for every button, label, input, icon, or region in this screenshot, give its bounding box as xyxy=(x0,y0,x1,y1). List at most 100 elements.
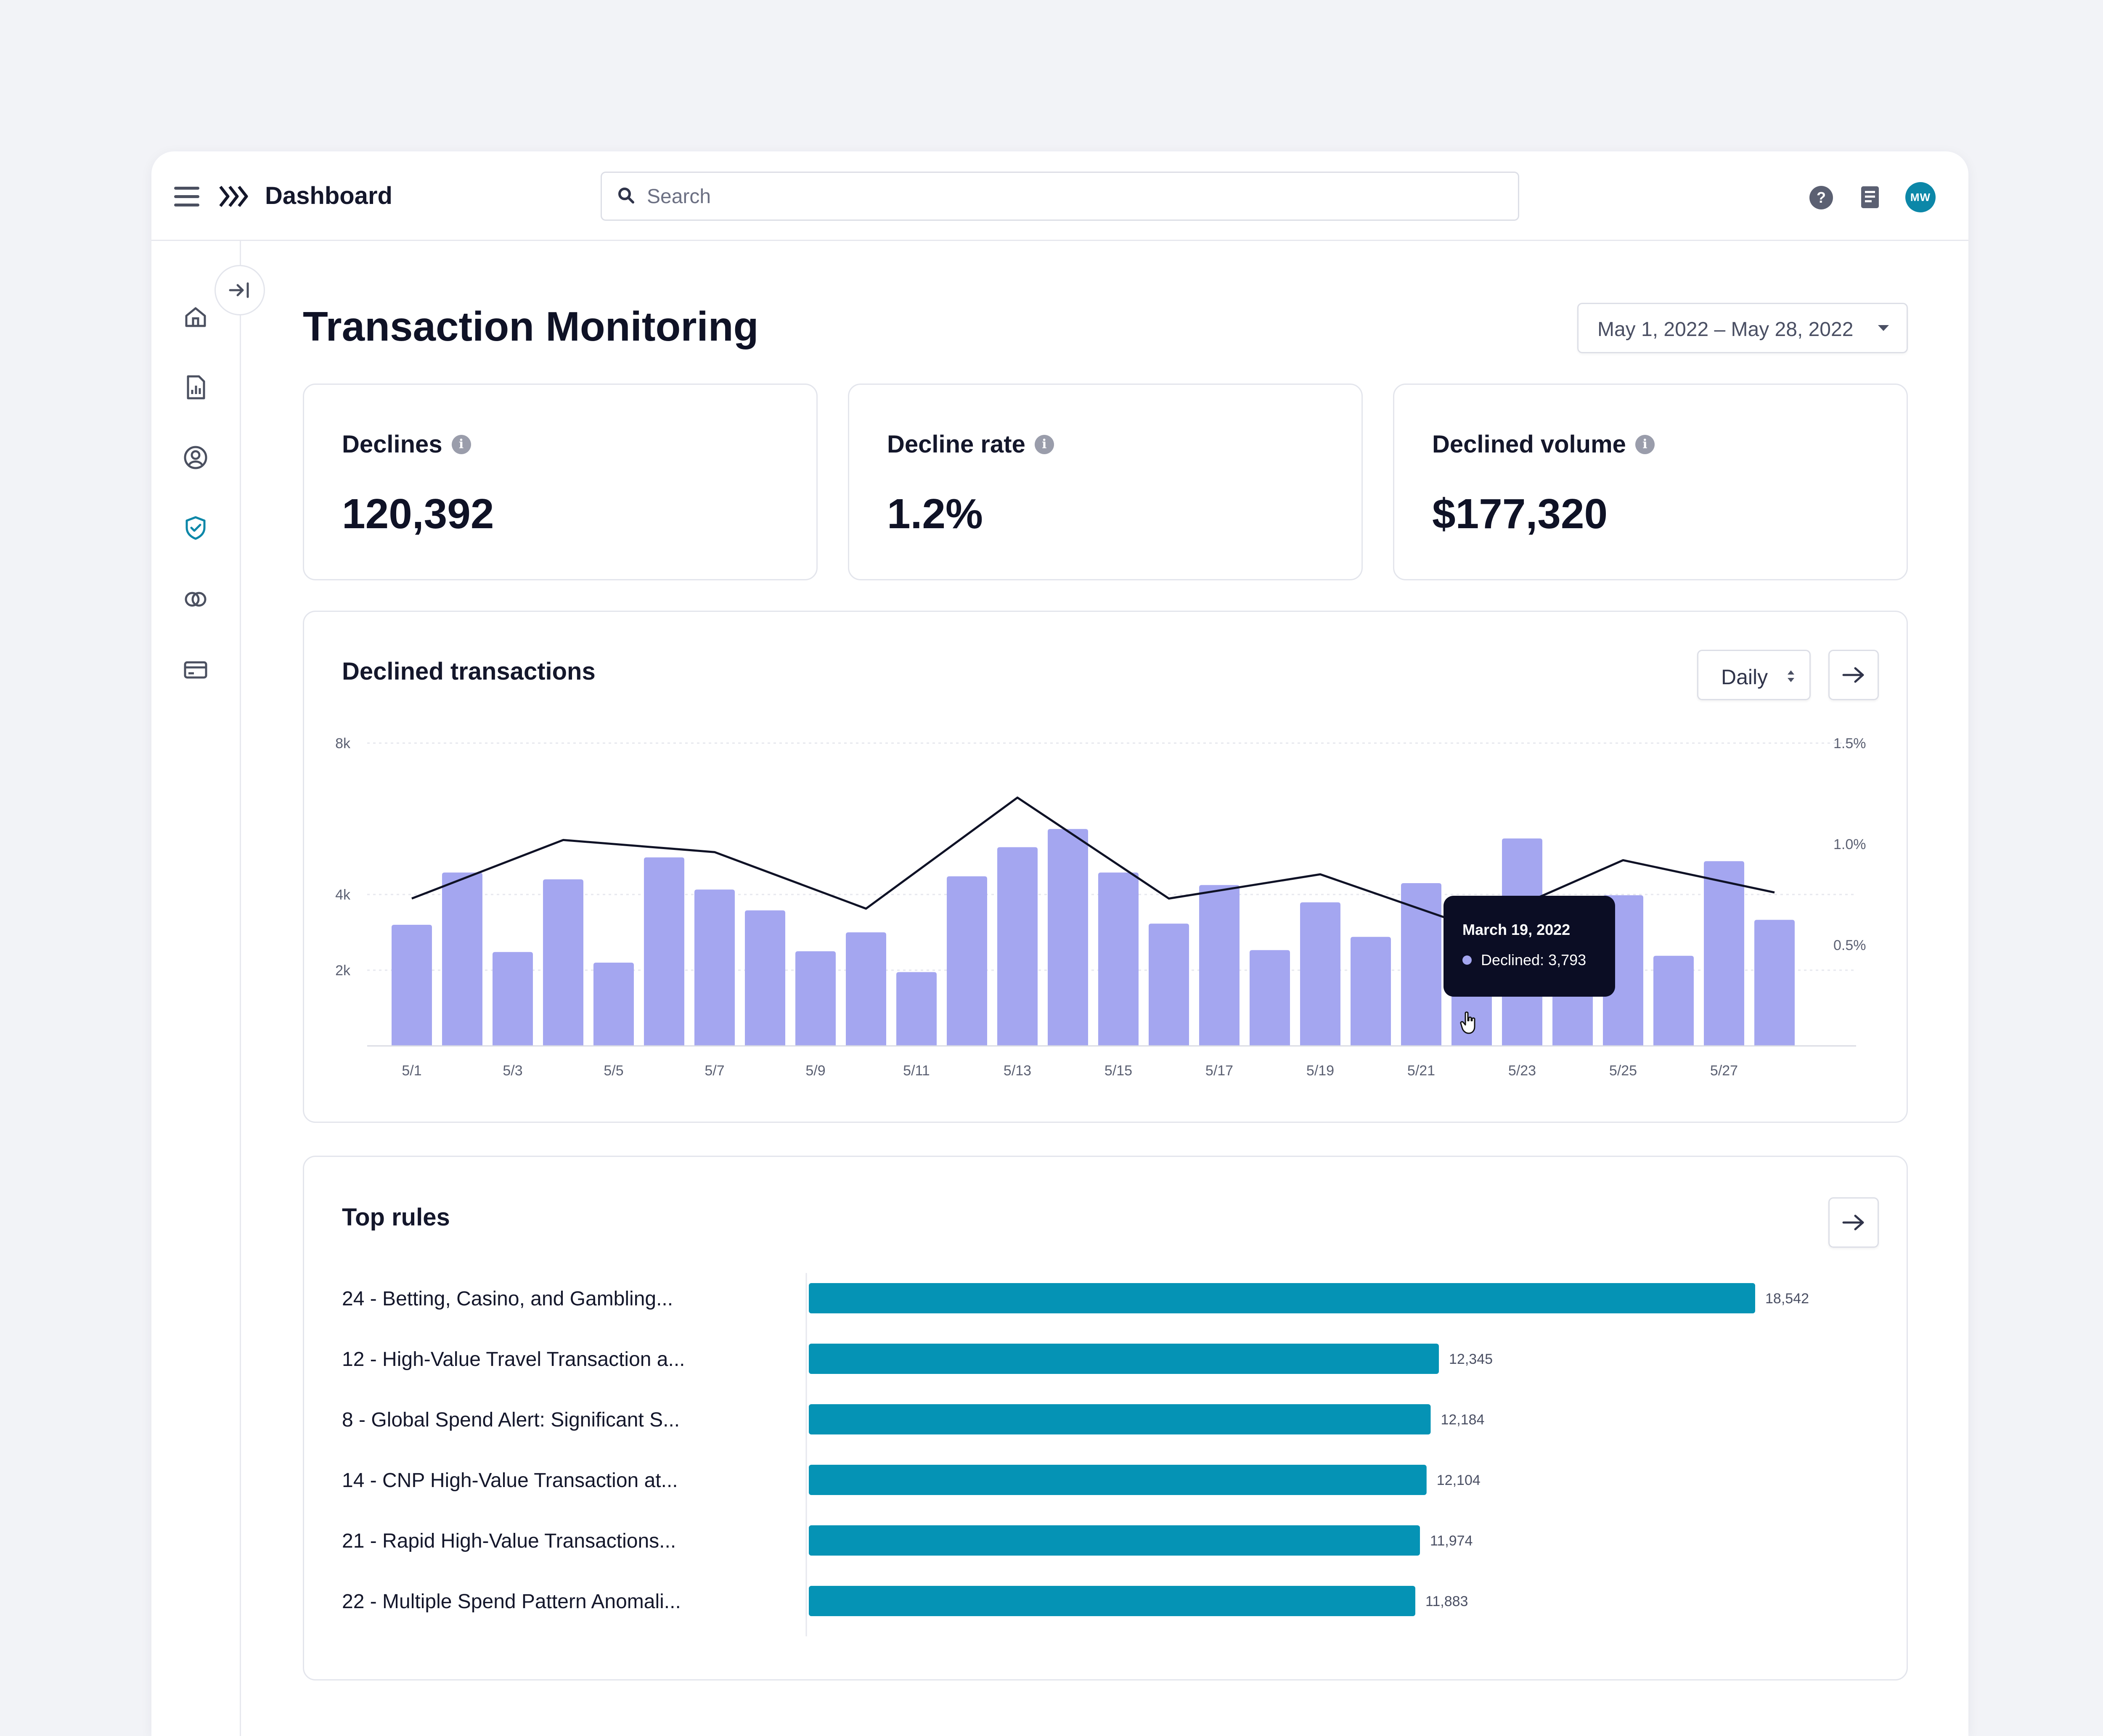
date-range-picker[interactable]: May 1, 2022 – May 28, 2022 xyxy=(1577,303,1908,353)
kpi-label: Decline rate xyxy=(887,431,1025,458)
docs-icon[interactable] xyxy=(1860,185,1880,209)
chart-bar xyxy=(896,972,937,1046)
report-icon[interactable] xyxy=(183,375,208,400)
y-tick-label: 8k xyxy=(335,736,351,752)
open-chart-button[interactable] xyxy=(1828,650,1879,700)
x-tick-label: 5/23 xyxy=(1508,1063,1536,1079)
info-icon[interactable]: i xyxy=(1034,434,1054,454)
chart-bar xyxy=(997,847,1038,1046)
sort-arrows-icon xyxy=(1788,670,1794,682)
help-icon[interactable]: ? xyxy=(1809,185,1834,210)
info-icon[interactable]: i xyxy=(1635,434,1655,454)
kpi-value: 1.2% xyxy=(887,490,983,537)
chart-bar xyxy=(593,963,634,1046)
date-range-label: May 1, 2022 – May 28, 2022 xyxy=(1597,318,1854,341)
app-window: Dashboard ? MW xyxy=(151,151,1968,1736)
x-tick-label: 5/25 xyxy=(1609,1063,1637,1079)
chart-bar xyxy=(1754,920,1795,1046)
open-rules-button[interactable] xyxy=(1828,1197,1879,1248)
chart-bar xyxy=(1401,883,1441,1046)
rule-value-label: 12,104 xyxy=(1437,1472,1481,1488)
kpi-card-declined-volume: Declined volume i $177,320 xyxy=(1393,384,1908,580)
chart-bar xyxy=(1704,861,1744,1046)
x-tick-label: 5/15 xyxy=(1104,1063,1132,1079)
kpi-card-decline-rate: Decline rate i 1.2% xyxy=(848,384,1363,580)
rule-label: 14 - CNP High-Value Transaction at... xyxy=(342,1469,678,1492)
rule-label: 12 - High-Value Travel Transaction a... xyxy=(342,1348,685,1371)
chart-bar xyxy=(795,951,836,1046)
arrow-right-icon xyxy=(1842,1215,1864,1231)
kpi-value: $177,320 xyxy=(1432,490,1608,537)
link-icon[interactable] xyxy=(183,587,208,612)
declined-transactions-chart: 2k 4k 8k 0.5% 1.0% 1.5% 5/1 5/3 5/5 5/7 5/9 5/11 5/1… xyxy=(335,736,1866,1079)
rule-value-label: 12,184 xyxy=(1441,1412,1484,1428)
chart-bar xyxy=(846,932,886,1046)
top-rules-card: Top rules 24 - Betting, Casino, and Gamb… xyxy=(303,1156,1908,1680)
chart-bar xyxy=(1199,885,1240,1046)
chart-bar xyxy=(644,857,684,1046)
rule-value-label: 12,345 xyxy=(1449,1351,1493,1367)
x-tick-label: 5/27 xyxy=(1710,1063,1738,1079)
chart-bar xyxy=(1149,924,1189,1046)
chart-bar xyxy=(1048,829,1088,1046)
x-tick-label: 5/13 xyxy=(1004,1063,1031,1079)
search-icon xyxy=(618,188,634,204)
chart-bar xyxy=(392,925,432,1046)
y2-tick-label: 1.0% xyxy=(1833,836,1866,852)
chart-bar xyxy=(1653,955,1694,1046)
y-tick-label: 4k xyxy=(335,887,351,903)
chart-bar xyxy=(1250,950,1290,1046)
x-tick-label: 5/1 xyxy=(402,1063,421,1079)
rule-bar xyxy=(809,1465,1427,1495)
top-rules-title: Top rules xyxy=(342,1204,450,1231)
x-tick-label: 5/21 xyxy=(1407,1063,1435,1079)
rule-label: 24 - Betting, Casino, and Gambling... xyxy=(342,1288,673,1310)
chart-bar xyxy=(442,872,482,1046)
kpi-value: 120,392 xyxy=(342,490,494,537)
granularity-select[interactable]: Daily xyxy=(1697,650,1811,700)
chart-bar xyxy=(745,910,785,1046)
x-tick-label: 5/9 xyxy=(805,1063,825,1079)
collapse-sidebar-button[interactable] xyxy=(215,265,265,315)
x-tick-label: 5/11 xyxy=(903,1063,930,1079)
shield-icon[interactable] xyxy=(183,515,208,540)
search-box[interactable] xyxy=(601,172,1519,221)
top-rules-chart: 24 - Betting, Casino, and Gambling... 18,… xyxy=(342,1273,1809,1636)
y-tick-label: 2k xyxy=(335,963,351,979)
rule-bar xyxy=(809,1344,1439,1374)
rule-value-label: 18,542 xyxy=(1765,1291,1809,1307)
collapse-icon xyxy=(229,282,249,298)
rule-bar xyxy=(809,1283,1755,1313)
app-title: Dashboard xyxy=(265,182,392,209)
rule-bar xyxy=(809,1586,1415,1616)
svg-text:?: ? xyxy=(1817,189,1826,206)
rule-value-label: 11,974 xyxy=(1430,1533,1473,1549)
chart-bar xyxy=(1300,902,1340,1046)
y2-tick-label: 1.5% xyxy=(1833,736,1866,752)
kpi-label: Declines xyxy=(342,431,442,458)
chart-tooltip: March 19, 2022 Declined: 3,793 xyxy=(1443,896,1615,997)
legend-dot xyxy=(1462,955,1472,965)
tooltip-value: Declined: 3,793 xyxy=(1481,951,1587,969)
info-icon[interactable]: i xyxy=(451,434,471,454)
home-icon[interactable] xyxy=(183,304,208,329)
tooltip-date: March 19, 2022 xyxy=(1462,921,1571,938)
avatar[interactable]: MW xyxy=(1905,182,1936,212)
chart-bar xyxy=(1351,937,1391,1046)
page-title: Transaction Monitoring xyxy=(303,303,759,349)
menu-icon[interactable] xyxy=(174,185,199,208)
chevron-down-icon xyxy=(1878,325,1889,331)
search-input[interactable] xyxy=(646,182,1447,211)
rule-bar xyxy=(809,1404,1431,1434)
x-tick-label: 5/19 xyxy=(1306,1063,1334,1079)
chart-title: Declined transactions xyxy=(342,658,596,685)
card-icon[interactable] xyxy=(183,657,208,683)
rule-label: 22 - Multiple Spend Pattern Anomali... xyxy=(342,1590,681,1613)
rule-label: 8 - Global Spend Alert: Significant S... xyxy=(342,1409,680,1431)
rule-label: 21 - Rapid High-Value Transactions... xyxy=(342,1530,676,1552)
granularity-label: Daily xyxy=(1721,665,1768,689)
x-tick-label: 5/17 xyxy=(1205,1063,1233,1079)
logo-icon xyxy=(219,185,248,207)
chart-bar xyxy=(543,879,583,1046)
user-icon[interactable] xyxy=(183,445,208,470)
